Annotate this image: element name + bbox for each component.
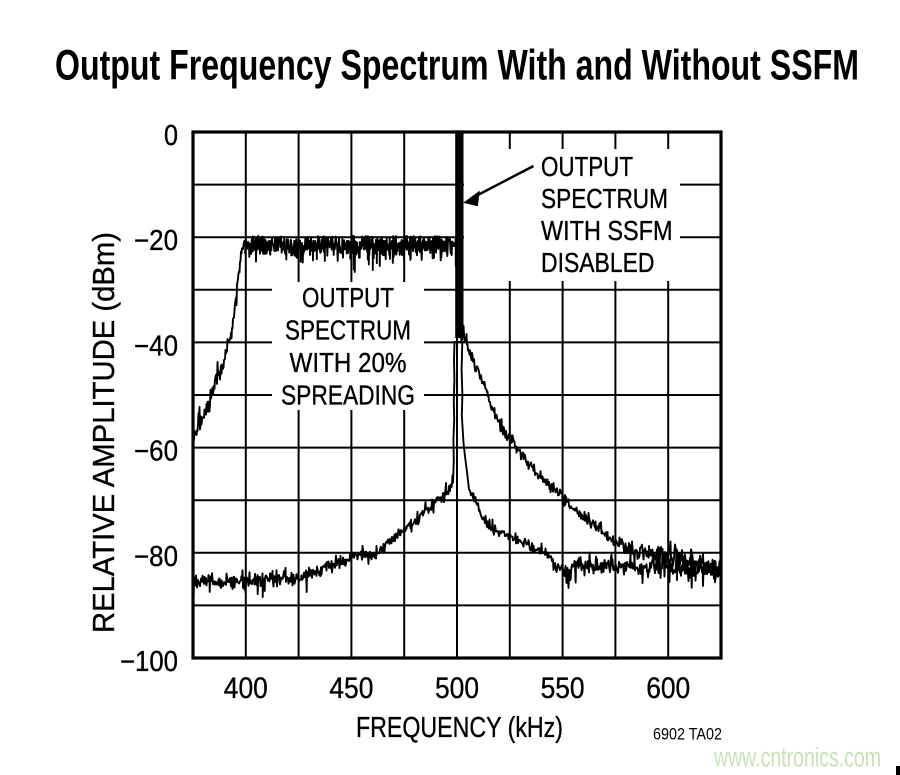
svg-text:−80: −80 xyxy=(134,541,178,573)
svg-text:Output Frequency Spectrum With: Output Frequency Spectrum With and Witho… xyxy=(55,42,859,90)
svg-text:0: 0 xyxy=(164,120,178,152)
svg-text:550: 550 xyxy=(541,672,585,705)
svg-text:−100: −100 xyxy=(120,646,178,678)
svg-text:450: 450 xyxy=(329,672,373,705)
svg-text:SPECTRUM: SPECTRUM xyxy=(541,183,668,214)
svg-text:WITH 20%: WITH 20% xyxy=(290,347,407,378)
svg-text:OUTPUT: OUTPUT xyxy=(541,151,633,182)
svg-text:RELATIVE AMPLITUDE (dBm): RELATIVE AMPLITUDE (dBm) xyxy=(86,232,121,633)
svg-text:600: 600 xyxy=(646,672,690,705)
svg-text:WITH SSFM: WITH SSFM xyxy=(541,215,673,246)
svg-text:−40: −40 xyxy=(134,330,178,362)
svg-text:−60: −60 xyxy=(134,436,178,468)
svg-text:www.cntronics.com: www.cntronics.com xyxy=(713,742,881,773)
svg-text:−20: −20 xyxy=(134,225,178,257)
svg-text:DISABLED: DISABLED xyxy=(541,247,655,278)
svg-text:SPREADING: SPREADING xyxy=(281,380,415,411)
svg-text:500: 500 xyxy=(435,672,479,705)
svg-text:400: 400 xyxy=(224,672,268,705)
svg-text:OUTPUT: OUTPUT xyxy=(302,282,394,313)
svg-text:FREQUENCY (kHz): FREQUENCY (kHz) xyxy=(356,712,563,744)
svg-text:6902 TA02: 6902 TA02 xyxy=(653,725,722,744)
svg-text:SPECTRUM: SPECTRUM xyxy=(285,315,411,346)
